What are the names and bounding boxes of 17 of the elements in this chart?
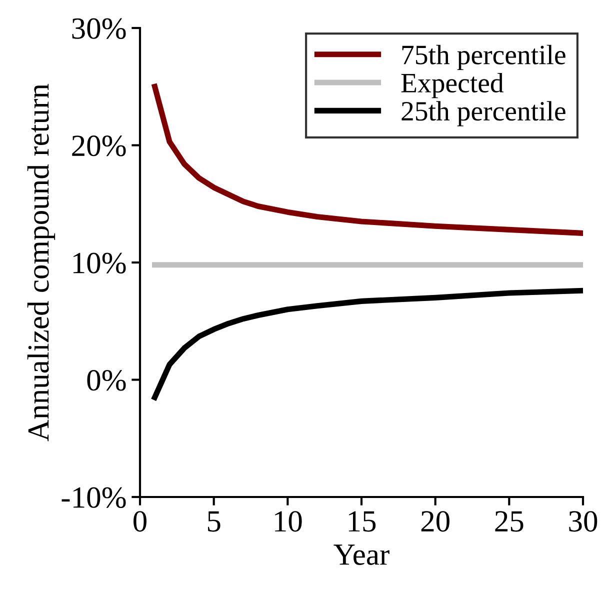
x-tick-label: 25 [495, 511, 524, 532]
y-axis-title: Annualized compound return [27, 84, 56, 442]
y-tick-label: 0% [87, 370, 126, 391]
y-tick-label: 30% [72, 18, 126, 39]
y-tick-label: -10% [62, 487, 126, 508]
legend-label: Expected [401, 72, 504, 98]
y-tick-label: 20% [72, 136, 126, 156]
x-tick-label: 30 [569, 511, 598, 532]
x-axis-title: Year [334, 544, 390, 565]
x-tick-label: 0 [134, 511, 146, 532]
x-tick-label: 20 [421, 511, 450, 532]
legend-label: 25th percentile [402, 101, 566, 126]
legend-label: 75th percentile [402, 44, 566, 70]
x-tick-label: 5 [208, 511, 220, 532]
x-tick-label: 10 [275, 511, 302, 532]
x-tick-label: 15 [348, 511, 376, 532]
y-tick-label: 10% [73, 252, 126, 274]
